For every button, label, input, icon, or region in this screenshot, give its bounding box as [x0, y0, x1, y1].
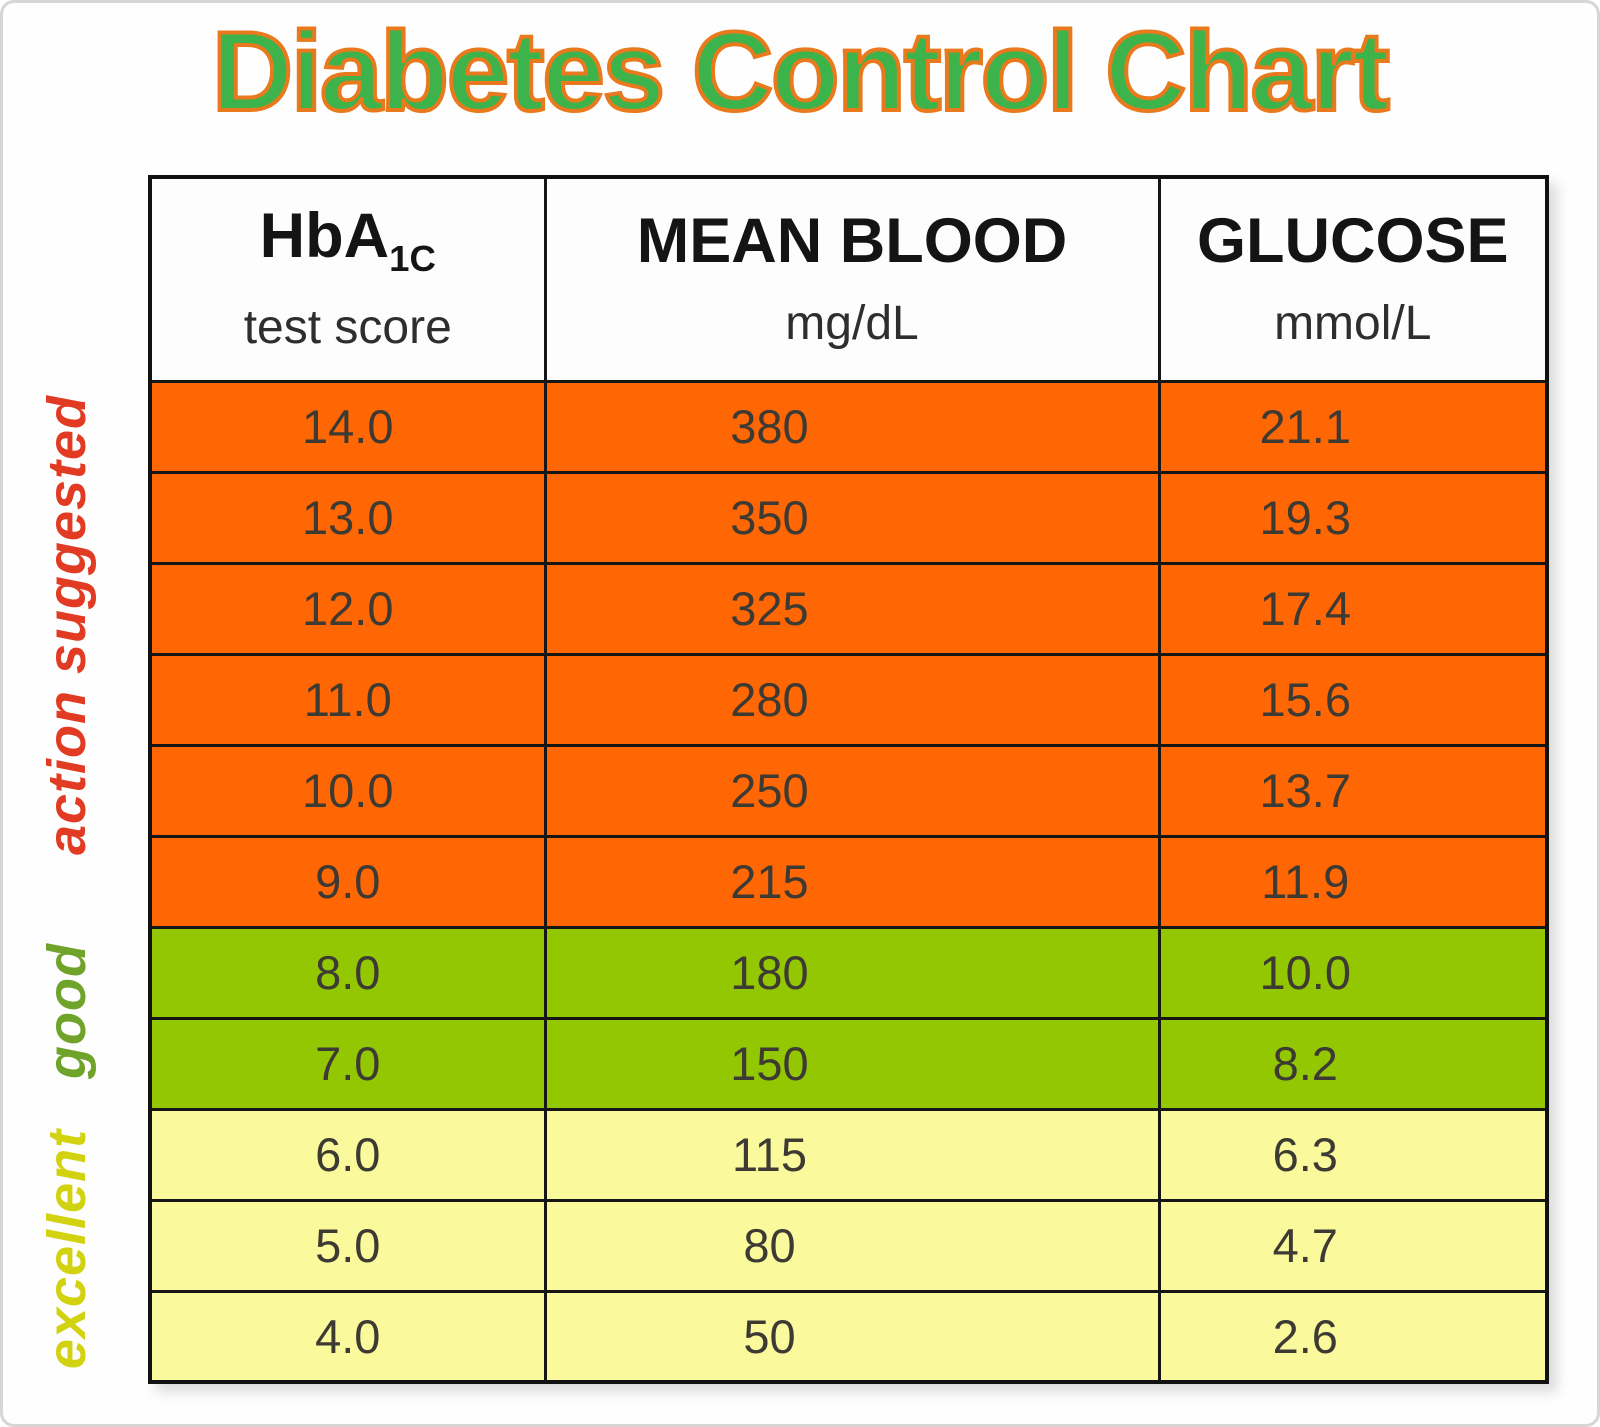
table-row: 10.0 250 13.7: [148, 743, 1549, 838]
glucose-conversion-table: HbA1C test score MEAN BLOOD mg/dL GLUCOS…: [148, 175, 1549, 1384]
cell-hba1c: 6.0: [148, 1107, 547, 1202]
cell-mg-dl: 150: [543, 1016, 1161, 1111]
table-row: 13.0 350 19.3: [148, 470, 1549, 565]
cell-hba1c: 5.0: [148, 1198, 547, 1293]
cell-hba1c: 13.0: [148, 470, 547, 565]
table-row: 6.0 115 6.3: [148, 1107, 1549, 1202]
cell-mg-dl: 380: [543, 379, 1161, 474]
cell-mmol-l: 2.6: [1157, 1289, 1549, 1384]
hba1c-subscript: 1C: [389, 238, 436, 280]
table-row: 4.0 50 2.6: [148, 1289, 1549, 1384]
cell-mg-dl: 250: [543, 743, 1161, 838]
column-header-glucose: GLUCOSE mmol/L: [1157, 175, 1549, 383]
cell-mg-dl: 350: [543, 470, 1161, 565]
cell-mg-dl: 80: [543, 1198, 1161, 1293]
cell-hba1c: 12.0: [148, 561, 547, 656]
glucose-unit-label: mmol/L: [1274, 296, 1432, 350]
zone-label-good: good: [37, 943, 97, 1079]
cell-hba1c: 11.0: [148, 652, 547, 747]
table-header: HbA1C test score MEAN BLOOD mg/dL GLUCOS…: [148, 175, 1549, 383]
column-header-hba1c: HbA1C test score: [148, 175, 547, 383]
cell-mg-dl: 280: [543, 652, 1161, 747]
cell-mmol-l: 21.1: [1157, 379, 1549, 474]
table-row: 12.0 325 17.4: [148, 561, 1549, 656]
table-body: 14.0 380 21.1 13.0 350 19.3 12.0 325 17.4 11.0 280…: [148, 379, 1549, 1384]
cell-mmol-l: 6.3: [1157, 1107, 1549, 1202]
hba1c-text: HbA: [259, 201, 390, 272]
header-row: HbA1C test score MEAN BLOOD mg/dL GLUCOS…: [148, 175, 1549, 383]
cell-hba1c: 4.0: [148, 1289, 547, 1384]
cell-hba1c: 14.0: [148, 379, 547, 474]
cell-mg-dl: 215: [543, 834, 1161, 929]
cell-mmol-l: 15.6: [1157, 652, 1549, 747]
mean-blood-unit-label: mg/dL: [785, 296, 919, 350]
cell-mmol-l: 4.7: [1157, 1198, 1549, 1293]
mean-blood-header-label: MEAN BLOOD: [636, 205, 1068, 276]
cell-hba1c: 9.0: [148, 834, 547, 929]
cell-mmol-l: 11.9: [1157, 834, 1549, 929]
hba1c-header-label: HbA1C: [152, 203, 544, 278]
cell-mg-dl: 50: [543, 1289, 1161, 1384]
cell-mmol-l: 13.7: [1157, 743, 1549, 838]
cell-mmol-l: 17.4: [1157, 561, 1549, 656]
cell-hba1c: 10.0: [148, 743, 547, 838]
cell-hba1c: 7.0: [148, 1016, 547, 1111]
column-header-mean-blood: MEAN BLOOD mg/dL: [543, 175, 1161, 383]
table-row: 8.0 180 10.0: [148, 925, 1549, 1020]
cell-mmol-l: 10.0: [1157, 925, 1549, 1020]
table-row: 9.0 215 11.9: [148, 834, 1549, 929]
zone-label-excellent: excellent: [37, 1128, 97, 1370]
page-title: Diabetes Control Chart: [210, 7, 1392, 136]
table-row: 11.0 280 15.6: [148, 652, 1549, 747]
zone-label-action-suggested: action suggested: [37, 394, 97, 856]
cell-mg-dl: 180: [543, 925, 1161, 1020]
cell-mmol-l: 19.3: [1157, 470, 1549, 565]
cell-mg-dl: 325: [543, 561, 1161, 656]
table-row: 5.0 80 4.7: [148, 1198, 1549, 1293]
glucose-header-label: GLUCOSE: [1196, 205, 1509, 276]
cell-hba1c: 8.0: [148, 925, 547, 1020]
cell-mmol-l: 8.2: [1157, 1016, 1549, 1111]
cell-mg-dl: 115: [543, 1107, 1161, 1202]
table-row: 14.0 380 21.1: [148, 379, 1549, 474]
hba1c-unit-label: test score: [243, 301, 452, 355]
table-row: 7.0 150 8.2: [148, 1016, 1549, 1111]
